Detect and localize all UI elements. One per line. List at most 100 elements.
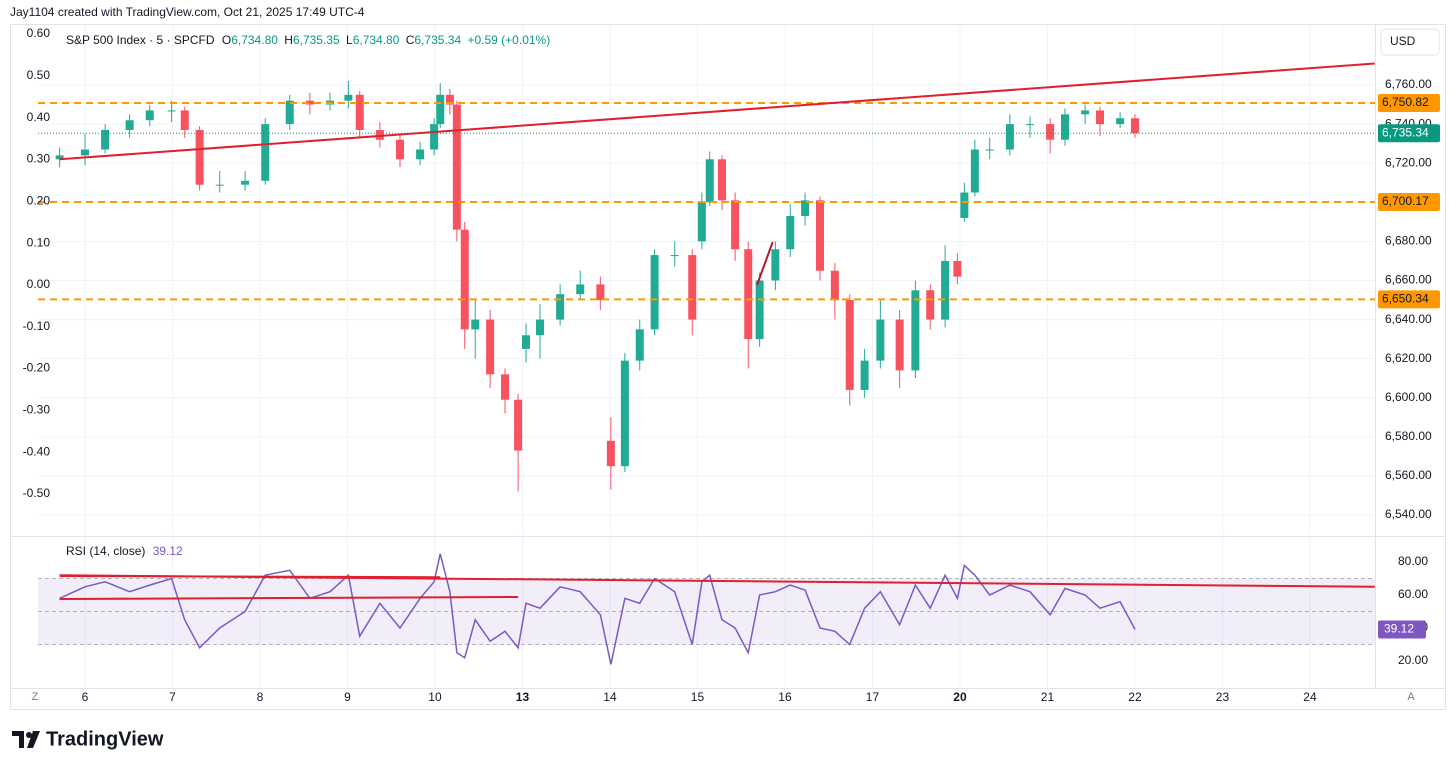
trend-line — [756, 241, 774, 286]
x-tick-label: 15 — [691, 690, 705, 704]
candle-body — [80, 149, 89, 156]
symbol: S&P 500 Index · 5 · SPCFD — [66, 33, 215, 47]
y-tick-label: 20.00 — [1398, 653, 1428, 667]
candle-body — [895, 319, 904, 371]
o-value: 6,734.80 — [231, 33, 278, 47]
candle-body — [167, 110, 176, 112]
x-tick-label: 10 — [428, 690, 442, 704]
candle-body — [786, 215, 795, 250]
level-label: 6,750.82 — [1382, 95, 1429, 109]
candle-body — [697, 202, 706, 242]
timezone-corner[interactable]: Z — [32, 691, 39, 703]
candle-body — [285, 100, 294, 125]
x-tick-label: 9 — [344, 690, 351, 704]
y2-tick-label: 0.40 — [27, 110, 51, 124]
candle-body — [261, 124, 270, 181]
y-tick-label: 6,560.00 — [1385, 468, 1432, 482]
y-tick-label: 6,600.00 — [1385, 390, 1432, 404]
rsi-last-box — [1378, 620, 1426, 639]
candle-body — [195, 129, 204, 185]
y2-tick-label: 0.60 — [27, 26, 51, 40]
level-label-box — [1378, 290, 1440, 309]
candle-body — [731, 200, 740, 250]
y2-tick-label: -0.30 — [23, 403, 51, 417]
candle-body — [876, 319, 885, 361]
trend-line — [59, 575, 441, 579]
candle-body — [460, 229, 469, 330]
x-tick-label: 8 — [257, 690, 264, 704]
currency[interactable]: USD — [1390, 34, 1416, 48]
candle-body — [688, 255, 697, 320]
candle-body — [556, 294, 565, 320]
candle-body — [744, 249, 753, 340]
candle-body — [576, 284, 585, 295]
x-tick-label: 14 — [603, 690, 617, 704]
y-tick-label: 6,620.00 — [1385, 351, 1432, 365]
y-tick-label: 6,660.00 — [1385, 273, 1432, 287]
candle-body — [215, 184, 224, 186]
y2-tick-label: 0.20 — [27, 193, 51, 207]
rsi-legend: RSI (14, close) 39.12 — [66, 544, 183, 558]
candle-body — [1116, 118, 1125, 125]
candle-body — [1130, 118, 1139, 134]
candle-body — [801, 200, 810, 216]
o-key: O — [222, 33, 231, 47]
level-label-box — [1378, 93, 1440, 112]
last-price-label: 6,735.34 — [1382, 125, 1429, 139]
marks — [38, 62, 1375, 665]
candle-body — [241, 180, 250, 185]
candle-body — [926, 290, 935, 320]
y-tick-label: 6,640.00 — [1385, 312, 1432, 326]
candle-body — [815, 200, 824, 271]
candle-body — [860, 360, 869, 390]
rsi-last-label: 39.12 — [1384, 622, 1414, 636]
y2-tick-label: -0.50 — [23, 486, 51, 500]
change: +0.59 (+0.01%) — [467, 33, 550, 47]
x-tick-label: 23 — [1216, 690, 1230, 704]
candle-body — [705, 159, 714, 203]
candle-body — [960, 192, 969, 218]
candle-body — [845, 300, 854, 390]
candle-body — [486, 319, 495, 375]
candle-body — [145, 110, 154, 121]
candle-body — [500, 374, 509, 400]
last-price-box — [1378, 124, 1440, 143]
x-tick-label: 17 — [866, 690, 880, 704]
y2-tick-label: 0.50 — [27, 68, 51, 82]
auto-scale-corner[interactable]: A — [1407, 691, 1415, 703]
logo-mark — [12, 731, 24, 748]
y-tick-label: 6,580.00 — [1385, 429, 1432, 443]
candle-body — [771, 249, 780, 281]
candle-body — [535, 319, 544, 336]
c-key: C — [406, 33, 415, 47]
y2-tick-label: 0.30 — [27, 152, 51, 166]
candle-body — [452, 104, 461, 230]
candle-body — [970, 149, 979, 193]
level-label: 6,650.34 — [1382, 292, 1429, 306]
candle-body — [471, 319, 480, 330]
candle-body — [1025, 124, 1034, 126]
x-tick-label: 22 — [1128, 690, 1142, 704]
labels: 6 7 8 9 10 13 14 15 16 17 20 21 22 23 24 6,540.00 6,560.… — [23, 26, 1440, 704]
candle-body — [911, 290, 920, 371]
candle-body — [344, 94, 353, 101]
y2-tick-label: -0.40 — [23, 444, 51, 458]
candle-body — [436, 94, 445, 125]
candle-body — [755, 280, 764, 340]
y2-tick-label: 0.10 — [27, 235, 51, 249]
rsi-value: 39.12 — [153, 544, 183, 558]
y-tick-label: 6,540.00 — [1385, 507, 1432, 521]
candle-body — [941, 260, 950, 320]
candle-body — [125, 120, 134, 130]
level-label-box — [1378, 192, 1440, 211]
candle-body — [606, 440, 615, 467]
candle-body — [521, 335, 530, 349]
credit: Jay1104 created with TradingView.com, Oc… — [10, 5, 365, 19]
h-value: 6,735.35 — [293, 33, 340, 47]
candle-body — [596, 284, 605, 301]
currency-box[interactable] — [1380, 28, 1440, 56]
candle-body — [305, 100, 314, 105]
trend-line — [59, 62, 1375, 161]
candle-body — [985, 149, 994, 151]
